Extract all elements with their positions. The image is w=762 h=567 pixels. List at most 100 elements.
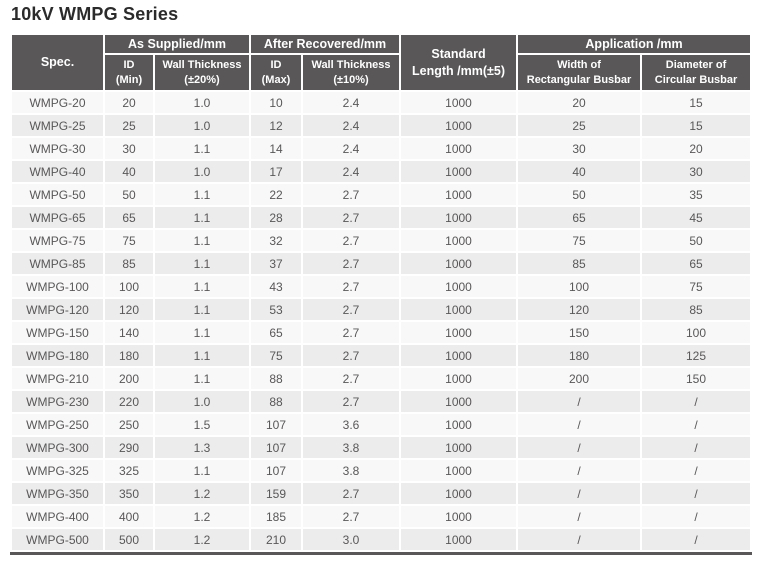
- header-sub-row: ID (Min) Wall Thickness (±20%) ID (Max) …: [12, 55, 751, 90]
- header-wall-thickness-10: Wall Thickness (±10%): [303, 55, 400, 90]
- spec-cell: WMPG-30: [12, 138, 103, 159]
- wall-thickness-10-cell: 2.7: [303, 253, 400, 274]
- wall-thickness-10-cell: 2.7: [303, 299, 400, 320]
- id-max-cell: 17: [251, 161, 301, 182]
- id-max-cell: 75: [251, 345, 301, 366]
- id-max-cell: 28: [251, 207, 301, 228]
- width-rect-busbar-cell: /: [518, 529, 641, 550]
- spec-cell: WMPG-180: [12, 345, 103, 366]
- header-after-recovered: After Recovered/mm: [251, 35, 400, 53]
- standard-length-cell: 1000: [401, 276, 517, 297]
- standard-length-cell: 1000: [401, 299, 517, 320]
- table-row: WMPG-120 120 1.1 53 2.7 1000 120 85: [12, 299, 751, 320]
- spec-cell: WMPG-230: [12, 391, 103, 412]
- header-standard-length: Standard Length /mm(±5): [401, 35, 517, 90]
- standard-length-cell: 1000: [401, 161, 517, 182]
- table-row: WMPG-500 500 1.2 210 3.0 1000 / /: [12, 529, 751, 550]
- table-row: WMPG-325 325 1.1 107 3.8 1000 / /: [12, 460, 751, 481]
- width-rect-busbar-cell: /: [518, 460, 641, 481]
- wall-thickness-20-cell: 1.1: [155, 230, 249, 251]
- standard-length-cell: 1000: [401, 529, 517, 550]
- spec-cell: WMPG-40: [12, 161, 103, 182]
- wall-thickness-20-cell: 1.1: [155, 322, 249, 343]
- wall-thickness-20-cell: 1.1: [155, 138, 249, 159]
- width-rect-busbar-cell: /: [518, 483, 641, 504]
- dia-circ-busbar-cell: 35: [642, 184, 751, 205]
- id-min-cell: 140: [105, 322, 153, 343]
- wall-thickness-20-cell: 1.2: [155, 483, 249, 504]
- wall-thickness-10-cell: 2.4: [303, 161, 400, 182]
- header-spec: Spec.: [12, 35, 103, 90]
- dia-circ-busbar-cell: /: [642, 460, 751, 481]
- header-id-max: ID (Max): [251, 55, 301, 90]
- wall-thickness-20-cell: 1.3: [155, 437, 249, 458]
- id-min-cell: 290: [105, 437, 153, 458]
- id-max-cell: 88: [251, 391, 301, 412]
- header-id-min: ID (Min): [105, 55, 153, 90]
- table-row: WMPG-20 20 1.0 10 2.4 1000 20 15: [12, 92, 751, 113]
- header-dia-circ-busbar: Diameter of Circular Busbar: [642, 55, 751, 90]
- table-row: WMPG-300 290 1.3 107 3.8 1000 / /: [12, 437, 751, 458]
- wall-thickness-10-cell: 3.8: [303, 437, 400, 458]
- table-row: WMPG-210 200 1.1 88 2.7 1000 200 150: [12, 368, 751, 389]
- id-min-cell: 325: [105, 460, 153, 481]
- id-min-cell: 120: [105, 299, 153, 320]
- width-rect-busbar-cell: 180: [518, 345, 641, 366]
- dia-circ-busbar-cell: 125: [642, 345, 751, 366]
- wall-thickness-20-cell: 1.1: [155, 368, 249, 389]
- wall-thickness-10-cell: 2.4: [303, 138, 400, 159]
- id-max-cell: 53: [251, 299, 301, 320]
- table-row: WMPG-85 85 1.1 37 2.7 1000 85 65: [12, 253, 751, 274]
- wall-thickness-20-cell: 1.1: [155, 299, 249, 320]
- standard-length-cell: 1000: [401, 437, 517, 458]
- dia-circ-busbar-cell: 100: [642, 322, 751, 343]
- width-rect-busbar-cell: 75: [518, 230, 641, 251]
- wall-thickness-20-cell: 1.2: [155, 529, 249, 550]
- spec-cell: WMPG-150: [12, 322, 103, 343]
- id-min-cell: 500: [105, 529, 153, 550]
- header-wall-thickness-20: Wall Thickness (±20%): [155, 55, 249, 90]
- id-min-cell: 100: [105, 276, 153, 297]
- header-width-rect-busbar: Width of Rectangular Busbar: [518, 55, 641, 90]
- standard-length-cell: 1000: [401, 138, 517, 159]
- spec-table-header: Spec. As Supplied/mm After Recovered/mm …: [12, 35, 751, 90]
- standard-length-cell: 1000: [401, 391, 517, 412]
- wall-thickness-20-cell: 1.1: [155, 345, 249, 366]
- page-title: 10kV WMPG Series: [11, 4, 179, 24]
- wall-thickness-10-cell: 3.6: [303, 414, 400, 435]
- table-row: WMPG-350 350 1.2 159 2.7 1000 / /: [12, 483, 751, 504]
- dia-circ-busbar-cell: 75: [642, 276, 751, 297]
- id-min-cell: 200: [105, 368, 153, 389]
- dia-circ-busbar-cell: /: [642, 414, 751, 435]
- id-min-cell: 30: [105, 138, 153, 159]
- id-max-cell: 88: [251, 368, 301, 389]
- wall-thickness-10-cell: 2.7: [303, 230, 400, 251]
- standard-length-cell: 1000: [401, 253, 517, 274]
- standard-length-cell: 1000: [401, 483, 517, 504]
- wall-thickness-10-cell: 2.7: [303, 368, 400, 389]
- table-row: WMPG-75 75 1.1 32 2.7 1000 75 50: [12, 230, 751, 251]
- table-row: WMPG-100 100 1.1 43 2.7 1000 100 75: [12, 276, 751, 297]
- id-min-cell: 50: [105, 184, 153, 205]
- spec-cell: WMPG-325: [12, 460, 103, 481]
- table-row: WMPG-40 40 1.0 17 2.4 1000 40 30: [12, 161, 751, 182]
- wall-thickness-20-cell: 1.0: [155, 115, 249, 136]
- spec-cell: WMPG-500: [12, 529, 103, 550]
- id-min-cell: 85: [105, 253, 153, 274]
- width-rect-busbar-cell: 25: [518, 115, 641, 136]
- id-min-cell: 400: [105, 506, 153, 527]
- wall-thickness-10-cell: 3.8: [303, 460, 400, 481]
- standard-length-cell: 1000: [401, 368, 517, 389]
- dia-circ-busbar-cell: 45: [642, 207, 751, 228]
- spec-cell: WMPG-100: [12, 276, 103, 297]
- table-row: WMPG-25 25 1.0 12 2.4 1000 25 15: [12, 115, 751, 136]
- id-max-cell: 12: [251, 115, 301, 136]
- wall-thickness-20-cell: 1.5: [155, 414, 249, 435]
- width-rect-busbar-cell: 100: [518, 276, 641, 297]
- dia-circ-busbar-cell: 15: [642, 92, 751, 113]
- spec-cell: WMPG-20: [12, 92, 103, 113]
- id-min-cell: 25: [105, 115, 153, 136]
- id-max-cell: 65: [251, 322, 301, 343]
- standard-length-cell: 1000: [401, 92, 517, 113]
